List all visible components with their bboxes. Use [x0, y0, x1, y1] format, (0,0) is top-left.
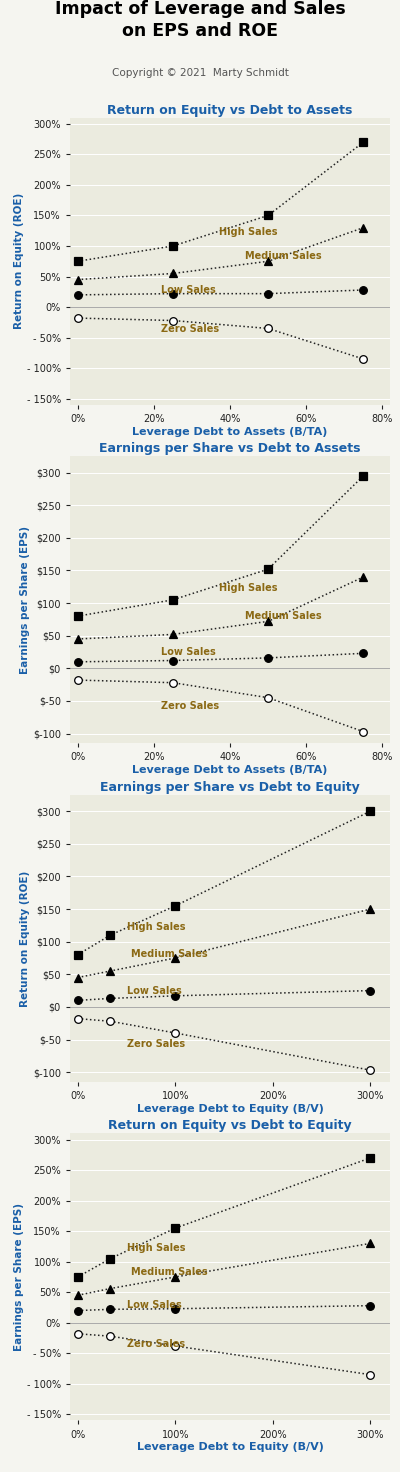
- Text: Medium Sales: Medium Sales: [132, 1266, 208, 1276]
- Y-axis label: Return on Equity (ROE): Return on Equity (ROE): [20, 870, 30, 1007]
- Text: Copyright © 2021  Marty Schmidt: Copyright © 2021 Marty Schmidt: [112, 68, 288, 78]
- X-axis label: Leverage Debt to Assets (B/TA): Leverage Debt to Assets (B/TA): [132, 765, 328, 776]
- Text: High Sales: High Sales: [126, 921, 185, 932]
- Text: Medium Sales: Medium Sales: [245, 250, 322, 261]
- Y-axis label: Return on Equity (ROE): Return on Equity (ROE): [14, 193, 24, 330]
- Text: Medium Sales: Medium Sales: [132, 949, 208, 960]
- Text: Zero Sales: Zero Sales: [126, 1039, 185, 1050]
- Text: High Sales: High Sales: [218, 583, 277, 593]
- Text: Low Sales: Low Sales: [126, 1300, 181, 1310]
- X-axis label: Leverage Debt to Assets (B/TA): Leverage Debt to Assets (B/TA): [132, 427, 328, 437]
- Text: Impact of Leverage and Sales
on EPS and ROE: Impact of Leverage and Sales on EPS and …: [55, 0, 345, 40]
- Title: Earnings per Share vs Debt to Equity: Earnings per Share vs Debt to Equity: [100, 780, 360, 793]
- Y-axis label: Earnings per Share (EPS): Earnings per Share (EPS): [14, 1203, 24, 1351]
- Text: Medium Sales: Medium Sales: [245, 611, 322, 621]
- Title: Earnings per Share vs Debt to Assets: Earnings per Share vs Debt to Assets: [99, 442, 361, 455]
- Text: Low Sales: Low Sales: [162, 648, 216, 658]
- Title: Return on Equity vs Debt to Assets: Return on Equity vs Debt to Assets: [107, 103, 353, 116]
- Text: Zero Sales: Zero Sales: [162, 701, 220, 711]
- Text: High Sales: High Sales: [126, 1242, 185, 1253]
- X-axis label: Leverage Debt to Equity (B/V): Leverage Debt to Equity (B/V): [136, 1443, 324, 1453]
- Text: High Sales: High Sales: [218, 227, 277, 237]
- X-axis label: Leverage Debt to Equity (B/V): Leverage Debt to Equity (B/V): [136, 1104, 324, 1114]
- Text: Zero Sales: Zero Sales: [126, 1340, 185, 1350]
- Text: Zero Sales: Zero Sales: [162, 324, 220, 334]
- Y-axis label: Earnings per Share (EPS): Earnings per Share (EPS): [20, 526, 30, 674]
- Text: Low Sales: Low Sales: [162, 284, 216, 294]
- Text: Low Sales: Low Sales: [126, 986, 181, 997]
- Title: Return on Equity vs Debt to Equity: Return on Equity vs Debt to Equity: [108, 1119, 352, 1132]
